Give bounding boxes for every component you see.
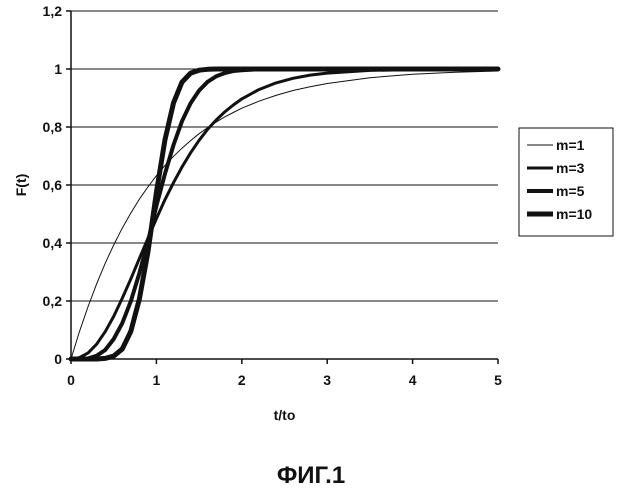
x-tick-group: 0 1 2 3 4 5 bbox=[67, 359, 502, 388]
x-axis-title: t/to bbox=[274, 407, 296, 423]
legend-label: m=5 bbox=[556, 183, 585, 199]
y-tick-label: 0,8 bbox=[43, 119, 63, 135]
legend: m=1 m=3 m=5 m=10 bbox=[519, 128, 613, 236]
legend-label: m=3 bbox=[556, 160, 585, 176]
y-tick-label: 0,6 bbox=[43, 177, 63, 193]
x-tick-label: 5 bbox=[494, 372, 502, 388]
x-tick-label: 1 bbox=[153, 372, 161, 388]
y-tick-group: 0 0,2 0,4 0,6 0,8 1 1,2 bbox=[43, 3, 71, 367]
series-lines bbox=[71, 69, 498, 359]
legend-label: m=10 bbox=[556, 206, 592, 222]
x-tick-label: 0 bbox=[67, 372, 75, 388]
y-tick-label: 1,2 bbox=[43, 3, 63, 19]
x-tick-label: 4 bbox=[409, 372, 417, 388]
y-tick-label: 0 bbox=[54, 351, 62, 367]
series-line-m-10 bbox=[71, 69, 498, 359]
y-axis-title: F(t) bbox=[13, 174, 29, 197]
x-tick-label: 2 bbox=[238, 372, 246, 388]
x-tick-label: 3 bbox=[323, 372, 331, 388]
grid-lines bbox=[71, 11, 498, 301]
legend-label: m=1 bbox=[556, 137, 585, 153]
y-tick-label: 1 bbox=[54, 61, 62, 77]
figure-caption: ФИГ.1 bbox=[0, 462, 622, 490]
y-tick-label: 0,4 bbox=[43, 235, 63, 251]
y-tick-label: 0,2 bbox=[43, 293, 63, 309]
chart: 00,20,40,60,811,2 012345 F(t) t/to m=1m=… bbox=[0, 0, 622, 455]
